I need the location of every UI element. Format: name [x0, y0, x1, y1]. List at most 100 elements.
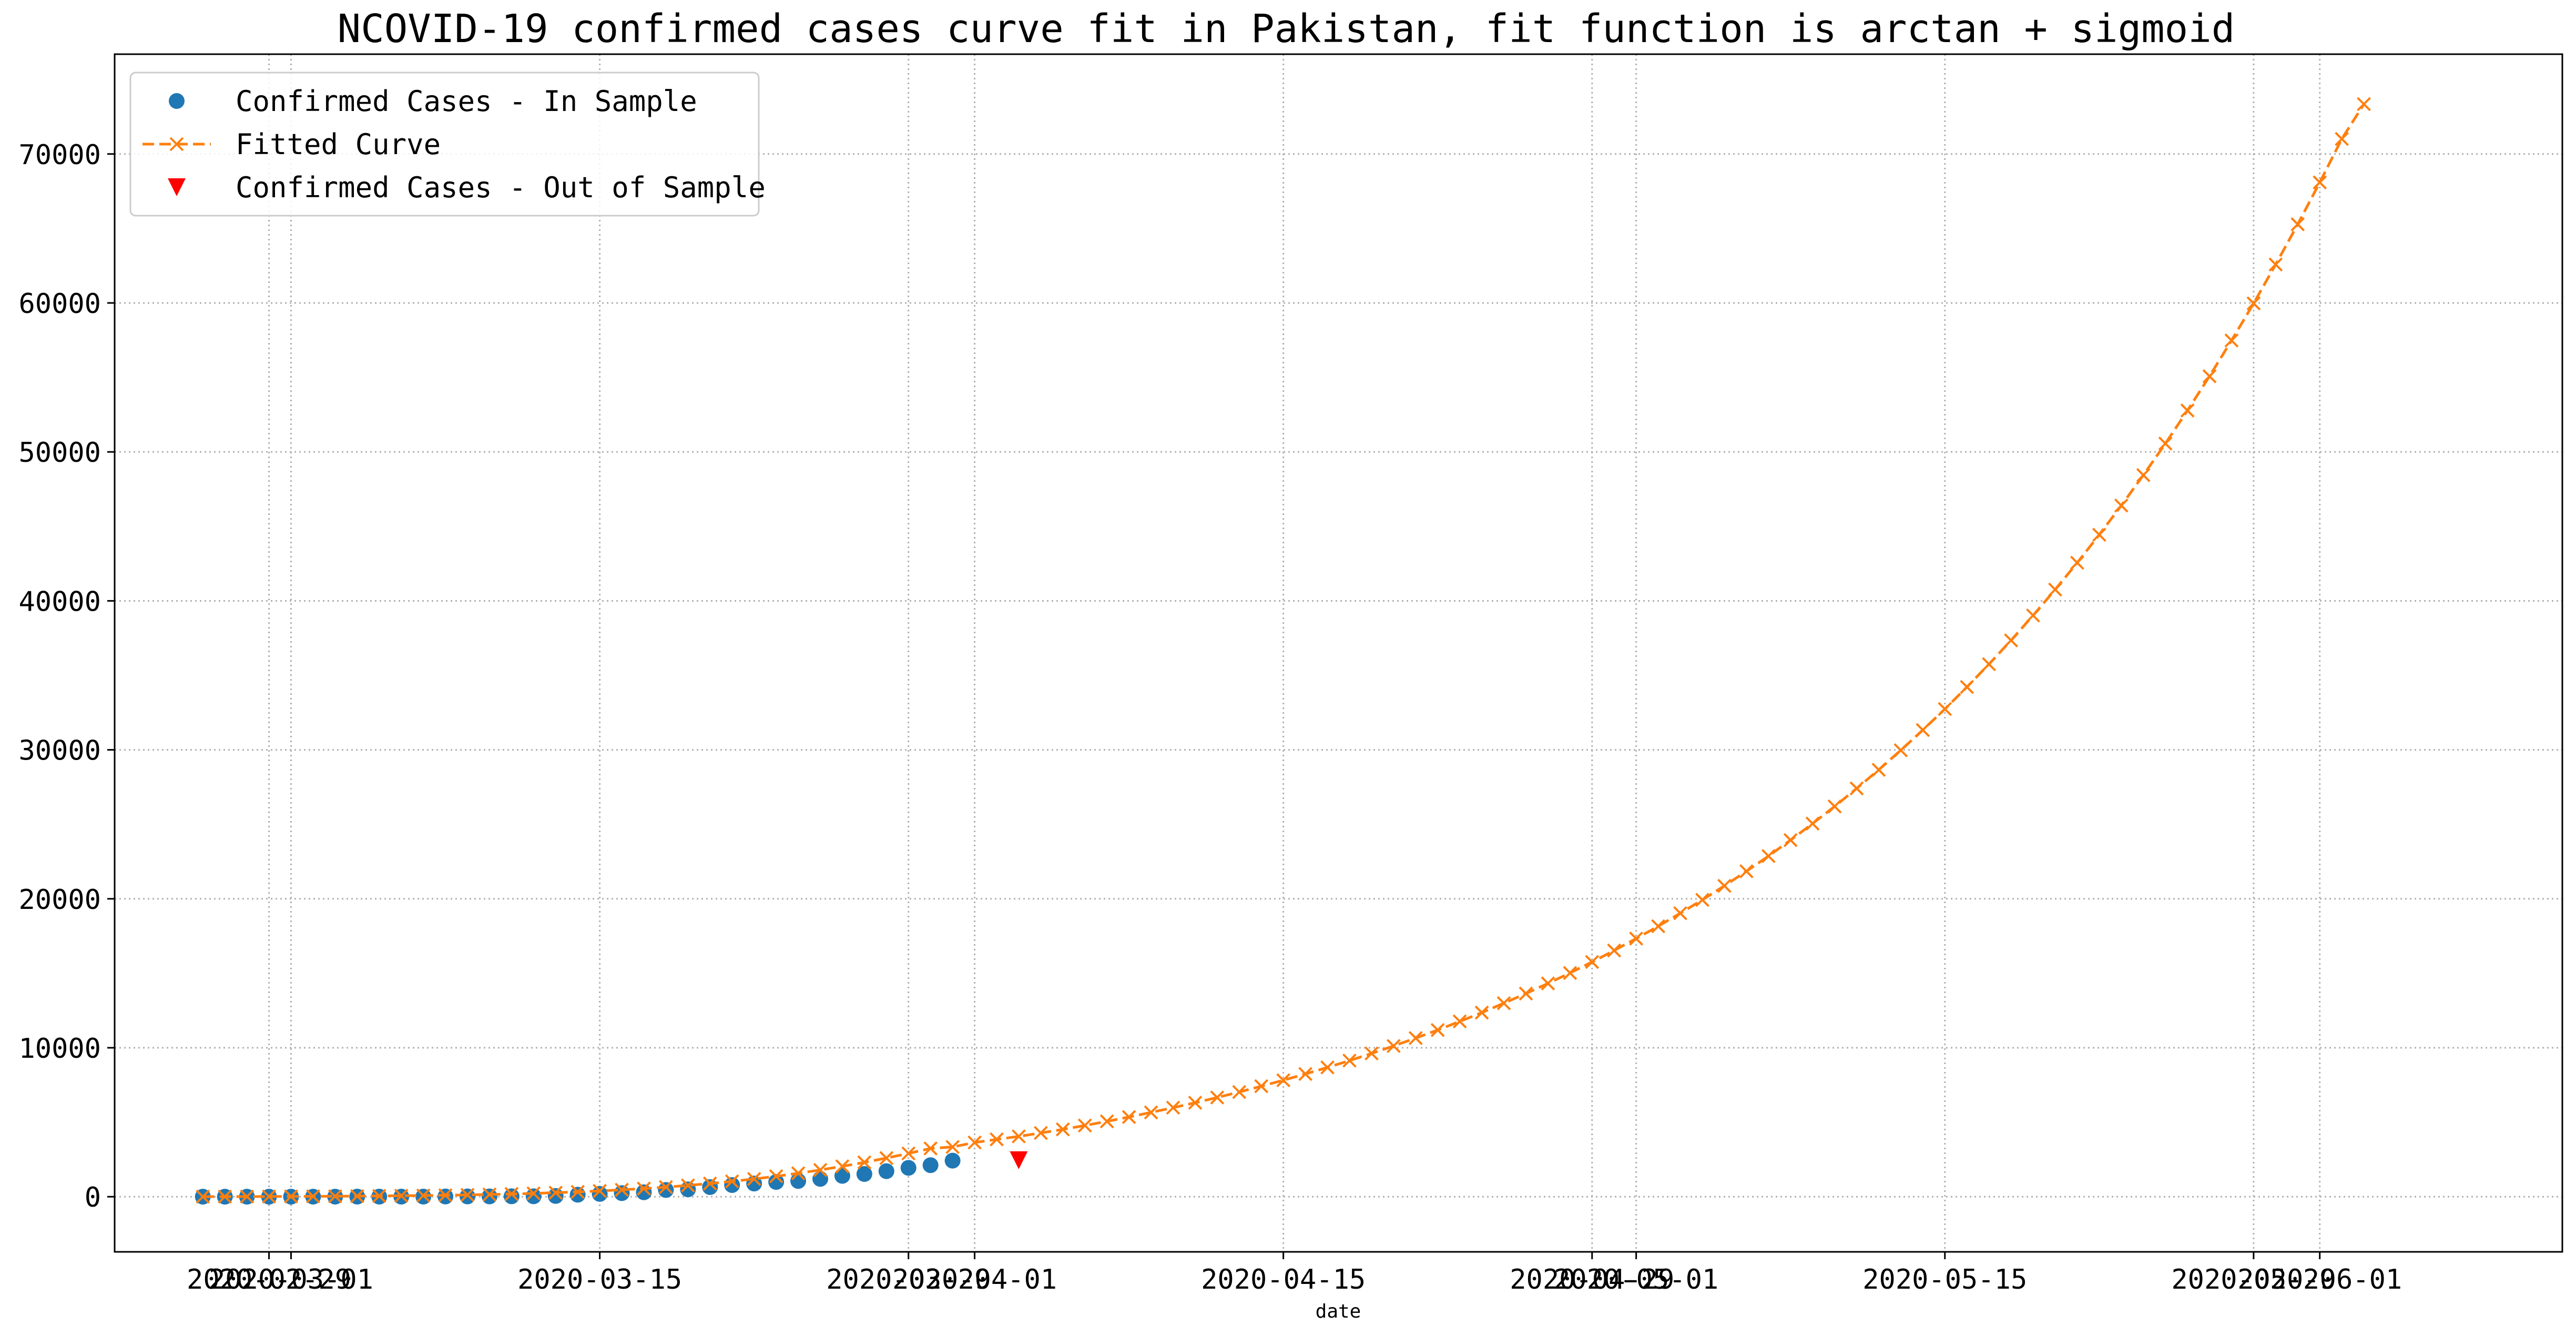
fitted-curve-marker [2290, 217, 2305, 231]
fitted-curve-marker [548, 1186, 563, 1200]
in-sample-point [525, 1188, 542, 1205]
legend-handle-in-sample [169, 93, 185, 109]
fitted-curve-marker [835, 1159, 850, 1173]
in-sample-point [569, 1187, 586, 1203]
x-tick-label: 2020-04-01 [892, 1264, 1057, 1295]
y-axis: 0 10000 20000 30000 40000 50000 60000 70000 [18, 139, 115, 1213]
legend-handle-fitted-marker [169, 137, 184, 151]
chart-title: NCOVID-19 confirmed cases curve fit in P… [338, 6, 2235, 52]
fitted-curve-marker [2158, 436, 2173, 451]
fitted-curve-marker [1122, 1110, 1136, 1125]
legend-handle-out-of-sample [168, 178, 186, 196]
in-sample-point [790, 1173, 807, 1189]
fitted-curve-marker [196, 1189, 210, 1204]
x-tick-label: 2020-05-15 [1862, 1264, 2027, 1295]
plot-frame [114, 53, 2563, 1253]
fitted-curve-marker [1099, 1114, 1114, 1129]
fitted-curve-marker [879, 1151, 894, 1166]
fitted-curve-marker [1320, 1060, 1335, 1075]
fitted-curve-marker [1871, 763, 1886, 777]
fitted-curve-marker [1496, 996, 1511, 1010]
in-sample-point [658, 1182, 674, 1198]
in-sample-point [944, 1152, 961, 1169]
fitted-curve-marker [218, 1189, 232, 1204]
fitted-curve-marker [857, 1155, 872, 1170]
in-sample-point [614, 1185, 630, 1201]
fitted-curve-marker [1982, 657, 1997, 672]
fitted-curve-marker [372, 1189, 386, 1203]
fitted-curve-marker [1011, 1129, 1026, 1143]
in-sample-point [900, 1160, 917, 1176]
fitted-curve-marker [306, 1189, 320, 1203]
fitted-curve-marker [2092, 528, 2106, 542]
fitted-curve-marker [1585, 955, 1600, 969]
fitted-curve-marker [1298, 1067, 1313, 1081]
fitted-curve-marker [1210, 1090, 1225, 1105]
fitted-curve-marker [262, 1189, 276, 1204]
fitted-curve-marker [416, 1188, 431, 1203]
fitted-curve-marker [1893, 743, 1908, 757]
fitted-curve-marker [1033, 1126, 1048, 1140]
fitted-curve-marker [2357, 97, 2371, 112]
in-sample-point [592, 1186, 608, 1202]
grid [115, 54, 2562, 1252]
fitted-curve-marker [394, 1188, 409, 1203]
x-tick-label: 2020-05-29 [2171, 1264, 2336, 1295]
fitted-curve-marker [968, 1135, 982, 1150]
fitted-curve-marker [1188, 1096, 1203, 1110]
y-tick-label: 30000 [18, 735, 101, 767]
fitted-curve-marker [2048, 582, 2062, 597]
fitted-curve-marker [1783, 833, 1798, 847]
fitted-curve-marker [945, 1140, 960, 1155]
fitted-curve-marker [284, 1189, 298, 1204]
series-layer [195, 97, 2371, 1205]
fitted-curve-marker [990, 1132, 1004, 1147]
fitted-curve-marker [1960, 680, 1974, 694]
fitted-curve-marker [1232, 1085, 1247, 1099]
in-sample-point [459, 1188, 475, 1205]
fitted-curve-marker [1739, 864, 1754, 878]
fitted-curve-marker [702, 1176, 717, 1191]
in-sample-point [922, 1157, 939, 1173]
fitted-curve-marker [1430, 1023, 1445, 1037]
fitted-curve-marker [813, 1162, 828, 1177]
fitted-curve-marker [747, 1172, 761, 1186]
legend-label: Fitted Curve [236, 128, 441, 161]
fitted-curve-marker [1563, 966, 1577, 980]
in-sample-point [812, 1171, 828, 1187]
x-axis-label: date [1316, 1301, 1361, 1322]
legend-box [129, 72, 760, 217]
fitted-curve-marker [526, 1186, 541, 1201]
fitted-curve-marker [2004, 633, 2018, 647]
fitted-curve-marker [482, 1187, 497, 1202]
fitted-curve-marker [1276, 1073, 1291, 1088]
in-sample-point [503, 1188, 520, 1205]
fitted-curve-marker [923, 1141, 938, 1156]
fitted-curve-marker [1474, 1005, 1489, 1020]
x-tick-label: 2020-06-01 [2237, 1264, 2402, 1295]
fitted-curve-marker [2246, 296, 2261, 311]
x-tick-label: 2020-03-29 [826, 1264, 991, 1295]
x-tick-label: 2020-04-15 [1201, 1264, 1366, 1295]
fitted-curve-marker [1144, 1105, 1158, 1120]
fitted-curve-marker [2026, 608, 2040, 623]
fitted-curve-marker [350, 1189, 364, 1203]
in-sample-point [481, 1188, 497, 1205]
fitted-curve-marker [769, 1169, 783, 1183]
legend: Confirmed Cases - In Sample Fitted Curve C… [129, 72, 766, 217]
fitted-curve-line [202, 103, 2365, 1198]
y-tick-label: 20000 [18, 884, 101, 916]
fitted-curve-marker [637, 1181, 651, 1196]
in-sample-point [547, 1188, 564, 1204]
fitted-curve-marker [1916, 723, 1930, 737]
fitted-curve-marker [1166, 1100, 1180, 1115]
fitted-curve-marker [680, 1178, 695, 1193]
fitted-curve-marker [1849, 781, 1864, 796]
fitted-curve-marker [1938, 702, 1952, 716]
in-sample-point [768, 1174, 785, 1190]
in-sample-point [856, 1166, 872, 1182]
in-sample-point [636, 1184, 652, 1200]
